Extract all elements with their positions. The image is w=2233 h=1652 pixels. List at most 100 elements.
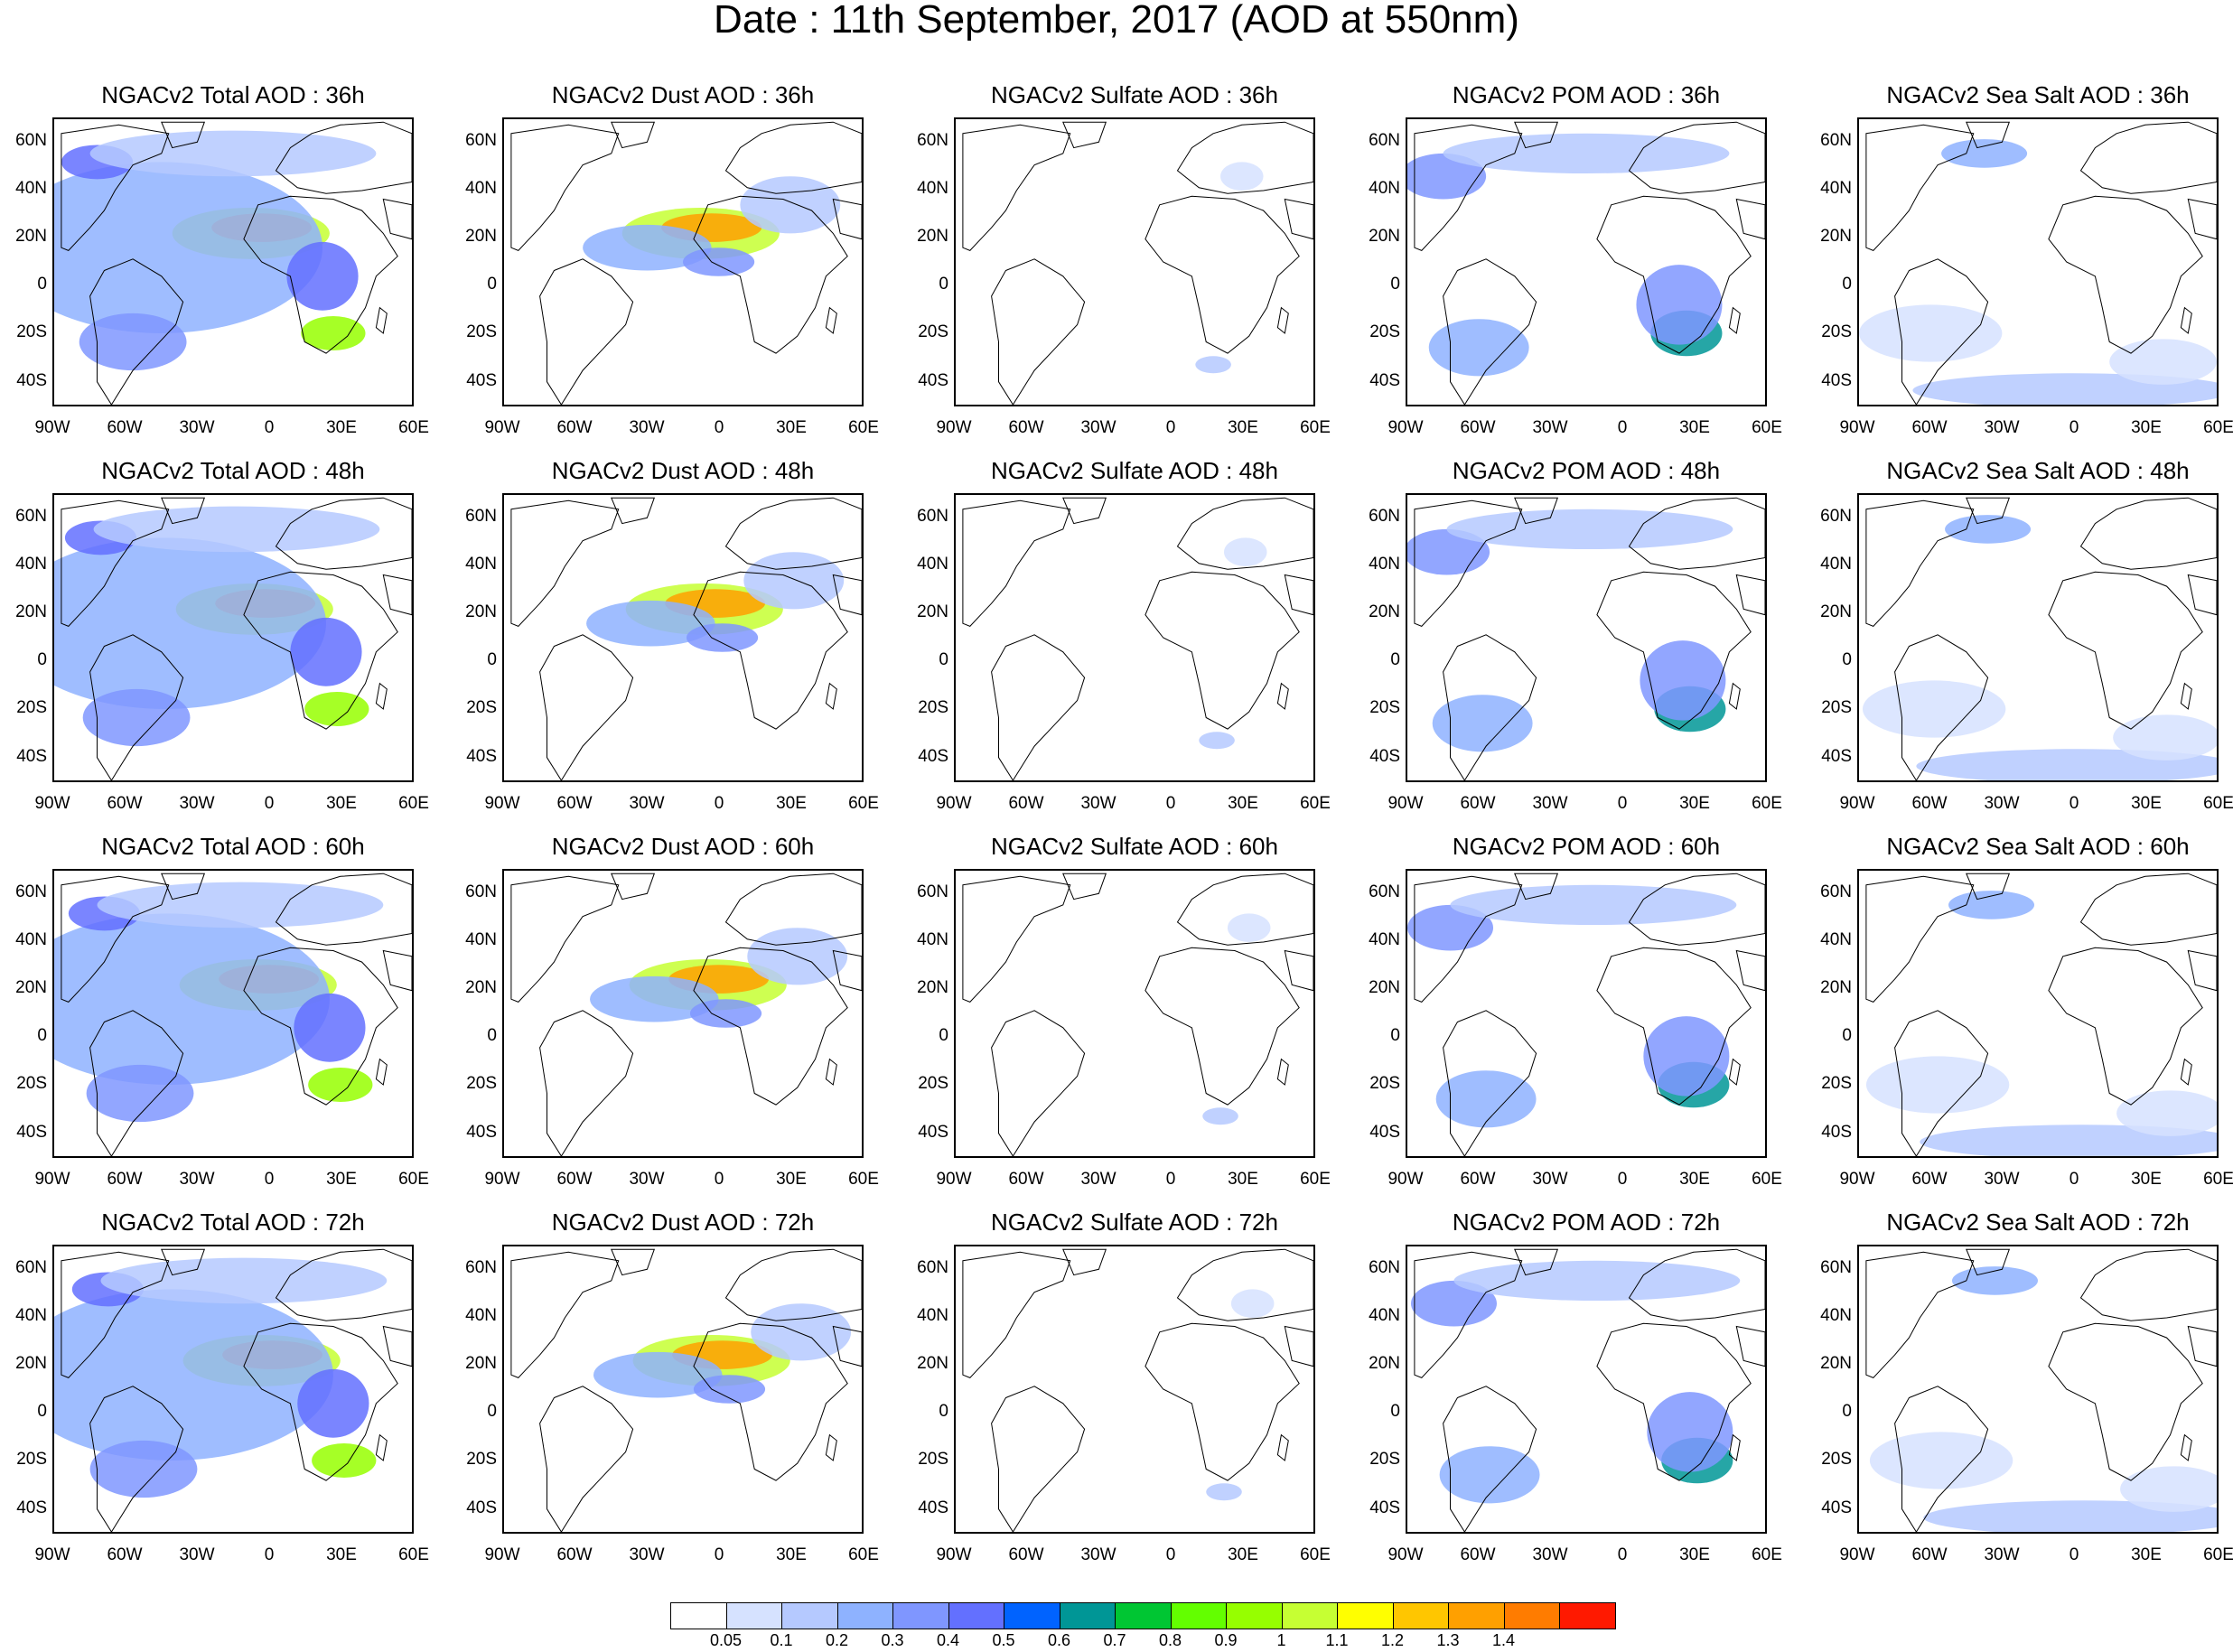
- coastline: [1062, 873, 1107, 901]
- lat-tick-label: 0: [37, 649, 47, 669]
- lon-tick-label: 0: [2069, 418, 2079, 437]
- colorbar-label: 0.8: [1158, 1631, 1182, 1649]
- colorbar-swatch: [1392, 1602, 1449, 1629]
- colorbar-label: 0.6: [1047, 1631, 1071, 1649]
- coastline: [2180, 682, 2192, 710]
- lat-tick-label: 20N: [15, 602, 47, 622]
- colorbar-label: 0.1: [770, 1631, 793, 1649]
- lat-tick-label: 0: [939, 649, 948, 669]
- map-panel-dust: [502, 117, 864, 406]
- lon-tick-label: 60E: [848, 794, 879, 813]
- aerosol-plume: [1640, 640, 1726, 721]
- lat-tick-label: 20S: [466, 698, 497, 718]
- aerosol-plume: [312, 1443, 377, 1478]
- lat-tick-label: 40S: [16, 1498, 47, 1517]
- aerosol-plume: [1407, 904, 1494, 951]
- coastline: [2048, 571, 2203, 730]
- coastline: [1443, 1010, 1537, 1156]
- coastline: [1284, 574, 1313, 616]
- coastline: [611, 121, 656, 149]
- lon-tick-label: 0: [264, 1545, 275, 1564]
- coastline: [2187, 198, 2217, 240]
- coastline: [2180, 306, 2192, 334]
- lon-tick-label: 60E: [2203, 794, 2233, 813]
- coastline: [1628, 1248, 1765, 1321]
- coastline: [1176, 497, 1313, 570]
- aerosol-plume: [1923, 1500, 2217, 1532]
- lon-tick-label: 0: [2069, 1170, 2079, 1189]
- lat-tick-label: 20N: [465, 1354, 497, 1374]
- coastline: [1735, 1325, 1765, 1367]
- coastline: [510, 1251, 620, 1378]
- lat-tick-label: 20N: [1820, 602, 1852, 622]
- lat-tick-label: 20N: [917, 1354, 948, 1374]
- lon-tick-label: 30W: [1532, 418, 1568, 437]
- coastline: [1865, 1251, 1975, 1378]
- coastline: [510, 875, 620, 1003]
- lat-tick-label: 40S: [1369, 746, 1400, 766]
- colorbar-swatch: [836, 1602, 893, 1629]
- colorbar-label: 1.1: [1325, 1631, 1349, 1649]
- lat-tick-label: 20S: [1369, 1074, 1400, 1094]
- lon-tick-label: 60W: [107, 1170, 143, 1189]
- coastline: [1728, 1058, 1741, 1086]
- lat-tick-label: 40S: [1369, 1498, 1400, 1517]
- colorbar-swatch: [1337, 1602, 1394, 1629]
- coastline: [991, 1386, 1086, 1532]
- colorbar-swatch: [1559, 1602, 1616, 1629]
- lon-tick-label: 0: [2069, 794, 2079, 813]
- lon-tick-label: 90W: [936, 794, 972, 813]
- aerosol-plume: [2113, 714, 2217, 761]
- lon-tick-label: 60W: [556, 1545, 593, 1564]
- lat-tick-label: 0: [1390, 274, 1400, 294]
- lat-tick-label: 40S: [466, 370, 497, 390]
- colorbar-swatch: [1059, 1602, 1116, 1629]
- aerosol-plume: [1432, 695, 1533, 752]
- lat-tick-label: 40N: [15, 1306, 47, 1326]
- lon-tick-label: 30E: [326, 1545, 357, 1564]
- aerosol-plume: [54, 162, 322, 333]
- lon-tick-label: 60W: [1008, 418, 1044, 437]
- colorbar-label: 1.3: [1436, 1631, 1460, 1649]
- lat-tick-label: 20N: [465, 227, 497, 247]
- lon-tick-label: 60E: [1300, 418, 1331, 437]
- lat-tick-label: 20S: [16, 1450, 47, 1470]
- colorbar-swatch: [948, 1602, 1004, 1629]
- coastline: [161, 121, 206, 149]
- lon-tick-label: 60E: [1300, 1170, 1331, 1189]
- colorbar-swatch: [1448, 1602, 1505, 1629]
- coastline: [382, 1325, 412, 1367]
- lat-tick-label: 20S: [16, 322, 47, 342]
- lon-tick-label: 60E: [1752, 1170, 1782, 1189]
- aerosol-plume: [2109, 339, 2217, 385]
- aerosol-plume: [54, 537, 326, 709]
- lat-tick-label: 20S: [918, 1450, 948, 1470]
- coastline: [611, 497, 656, 525]
- coastline: [382, 198, 412, 240]
- coastline: [539, 634, 634, 780]
- aerosol-plume: [1453, 1260, 1741, 1302]
- coastline: [1414, 875, 1523, 1003]
- lat-tick-label: 20N: [1820, 227, 1852, 247]
- lat-tick-label: 40N: [1369, 179, 1400, 199]
- lon-tick-label: 30W: [1532, 794, 1568, 813]
- coastline: [1414, 499, 1523, 627]
- coastline: [382, 949, 412, 992]
- lon-tick-label: 0: [714, 1545, 724, 1564]
- lat-tick-label: 20S: [1369, 1450, 1400, 1470]
- coastline: [1062, 1248, 1107, 1276]
- lat-tick-label: 0: [487, 1401, 497, 1421]
- lat-tick-label: 40N: [917, 930, 948, 950]
- lat-tick-label: 40N: [1369, 555, 1400, 574]
- colorbar-swatch: [1503, 1602, 1560, 1629]
- panel-title: NGACv2 Total AOD : 48h: [101, 457, 365, 484]
- lat-tick-label: 20N: [1369, 978, 1400, 998]
- lon-tick-label: 90W: [1387, 1170, 1424, 1189]
- lat-tick-label: 60N: [15, 882, 47, 901]
- aerosol-plume: [97, 882, 384, 929]
- lat-tick-label: 40N: [917, 179, 948, 199]
- coastline: [1443, 1386, 1537, 1532]
- coastline: [611, 1248, 656, 1276]
- map-panel-seasalt: [1857, 1245, 2219, 1534]
- lat-tick-label: 20S: [16, 1074, 47, 1094]
